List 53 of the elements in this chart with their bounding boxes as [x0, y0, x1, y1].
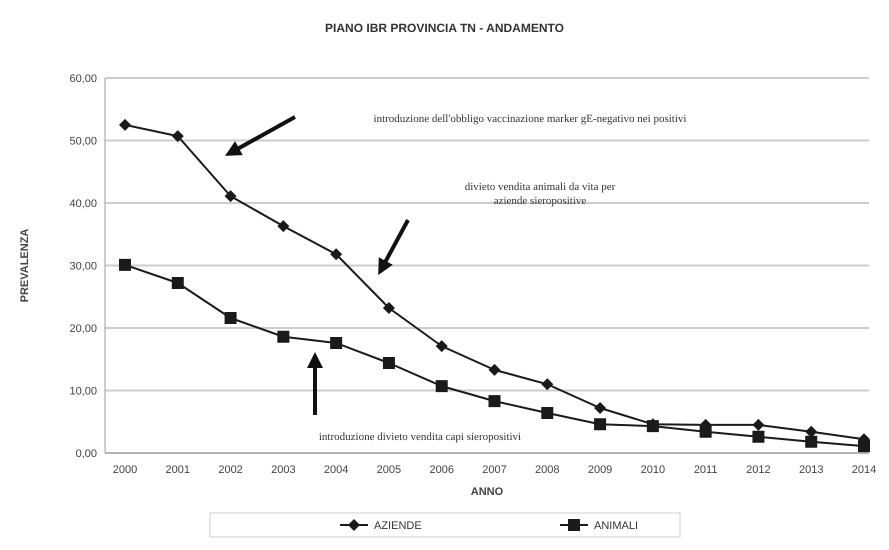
- annotation: introduzione dell'obbligo vaccinazione marker gE-negativo nei positivi: [374, 113, 686, 125]
- x-tick-label: 2007: [482, 464, 507, 476]
- x-tick-label: 2009: [588, 464, 612, 476]
- point: [541, 407, 554, 419]
- y-tick-label: 10,00: [69, 385, 97, 398]
- x-tick-label: 2005: [376, 464, 402, 476]
- legend-label: AZIENDE: [374, 520, 422, 532]
- point: [541, 378, 554, 390]
- point: [277, 330, 290, 343]
- x-tick-label: 2012: [746, 464, 771, 476]
- x-tick-label: 2000: [112, 464, 138, 476]
- point: [224, 190, 237, 202]
- point: [752, 418, 764, 431]
- point: [119, 118, 131, 131]
- legend-label: ANIMALI: [594, 520, 638, 532]
- x-tick-label: 2006: [429, 464, 454, 476]
- point: [382, 357, 395, 369]
- point: [224, 312, 237, 324]
- x-tick-label: 2002: [218, 464, 243, 476]
- chart-title: PIANO IBR PROVINCIA TN - ANDAMENTO: [325, 21, 564, 35]
- point: [752, 430, 764, 443]
- point: [382, 302, 395, 314]
- y-tick-label: 50,00: [69, 135, 97, 148]
- point: [488, 395, 500, 408]
- point: [172, 277, 184, 289]
- annotation: introduzione divieto vendita capi sieropositivi: [318, 431, 522, 443]
- point: [436, 380, 448, 392]
- point: [330, 248, 342, 260]
- x-tick-label: 2010: [640, 464, 666, 476]
- x-tick-label: 2003: [271, 464, 296, 476]
- point: [594, 418, 606, 430]
- x-tick-label: 2001: [166, 464, 190, 476]
- y-tick-label: 20,00: [69, 322, 97, 335]
- x-tick-label: 2011: [694, 464, 718, 476]
- y-tick-label: 60,00: [69, 72, 97, 85]
- y-tick-label: 40,00: [69, 198, 97, 210]
- point: [277, 220, 290, 232]
- x-tick-label: 2013: [798, 464, 824, 476]
- point: [330, 337, 342, 349]
- x-tick-label: 2008: [535, 464, 560, 476]
- y-tick-label: 30,00: [69, 260, 97, 272]
- x-axis-title: ANNO: [470, 486, 504, 498]
- x-tick-label: 2014: [852, 464, 876, 476]
- point: [119, 258, 131, 271]
- y-tick-label: 0,00: [76, 448, 97, 460]
- x-tick-label: 2004: [324, 464, 348, 476]
- point: [805, 436, 818, 448]
- point: [488, 364, 500, 376]
- point: [436, 340, 448, 352]
- y-axis-title: PREVALENZA: [19, 228, 31, 302]
- point: [172, 130, 184, 142]
- annotation: divieto vendita animali da vita per aziende sieropositive: [464, 181, 616, 207]
- point: [594, 402, 606, 414]
